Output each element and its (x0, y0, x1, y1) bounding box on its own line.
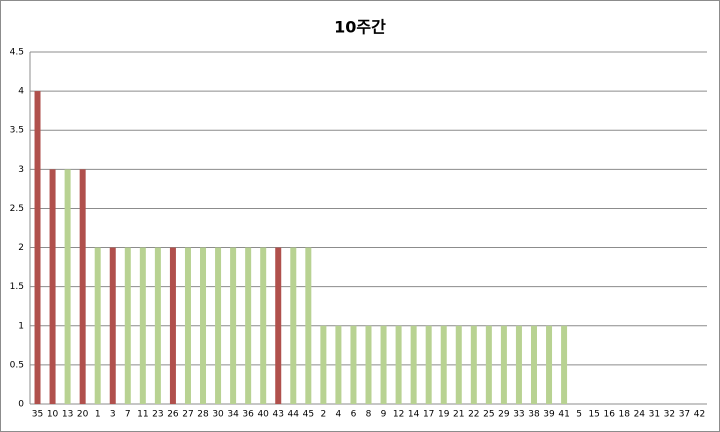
x-tick-label: 2 (320, 410, 326, 420)
y-tick-label: 0.5 (10, 360, 24, 370)
bar (395, 325, 402, 404)
bar (94, 247, 101, 404)
x-tick-label: 24 (634, 410, 646, 420)
x-tick-label: 20 (77, 410, 89, 420)
x-tick-label: 5 (576, 410, 582, 420)
bar (230, 247, 237, 404)
bar (305, 247, 312, 404)
bar (290, 247, 297, 404)
bar (561, 325, 568, 404)
x-tick-label: 38 (528, 410, 540, 420)
x-tick-label: 6 (351, 410, 357, 420)
chart-title: 10주간 (334, 18, 386, 37)
bar (410, 325, 417, 404)
bar (169, 247, 176, 404)
x-tick-label: 27 (182, 410, 193, 420)
x-tick-label: 8 (366, 410, 372, 420)
bar (500, 325, 507, 404)
x-tick-label: 41 (558, 410, 569, 420)
bar (365, 325, 372, 404)
x-tick-label: 15 (588, 410, 599, 420)
x-tick-label: 9 (381, 410, 387, 420)
bar (485, 325, 492, 404)
bar (154, 247, 161, 404)
x-tick-label: 17 (423, 410, 434, 420)
bar (79, 169, 86, 404)
x-tick-label: 34 (227, 410, 239, 420)
x-tick-label: 39 (543, 410, 555, 420)
bar (546, 325, 553, 404)
bar (455, 325, 462, 404)
x-tick-label: 26 (167, 410, 179, 420)
y-tick-label: 4 (18, 87, 24, 97)
bar (275, 247, 282, 404)
x-tick-label: 45 (303, 410, 314, 420)
x-tick-label: 14 (408, 410, 420, 420)
y-tick-label: 2.5 (10, 204, 24, 214)
x-tick-label: 12 (393, 410, 404, 420)
x-tick-label: 4 (336, 410, 342, 420)
bar (530, 325, 537, 404)
bar (440, 325, 447, 404)
x-tick-label: 18 (619, 410, 631, 420)
y-tick-label: 1.5 (10, 282, 24, 292)
x-tick-label: 31 (649, 410, 660, 420)
x-tick-label: 28 (197, 410, 209, 420)
bar (184, 247, 191, 404)
x-tick-label: 33 (513, 410, 524, 420)
x-tick-label: 37 (679, 410, 690, 420)
x-tick-label: 10 (47, 410, 59, 420)
bar (425, 325, 432, 404)
x-tick-label: 11 (137, 410, 148, 420)
bar (245, 247, 252, 404)
y-tick-label: 0 (18, 400, 24, 410)
x-tick-label: 21 (453, 410, 464, 420)
x-tick-label: 43 (273, 410, 284, 420)
bar (49, 169, 56, 404)
x-tick-label: 42 (694, 410, 705, 420)
x-tick-label: 16 (603, 410, 615, 420)
x-tick-label: 25 (483, 410, 494, 420)
x-tick-label: 22 (468, 410, 479, 420)
x-tick-label: 13 (62, 410, 73, 420)
x-tick-label: 19 (438, 410, 450, 420)
y-tick-label: 3 (18, 165, 24, 175)
bar (515, 325, 522, 404)
x-tick-label: 1 (95, 410, 101, 420)
bar (320, 325, 327, 404)
bar (200, 247, 207, 404)
x-tick-label: 36 (242, 410, 254, 420)
bar (335, 325, 342, 404)
bar (109, 247, 116, 404)
x-tick-label: 29 (498, 410, 510, 420)
x-tick-label: 3 (110, 410, 116, 420)
x-tick-label: 44 (288, 410, 300, 420)
x-tick-label: 32 (664, 410, 675, 420)
bar (139, 247, 146, 404)
y-tick-label: 2 (18, 243, 24, 253)
x-tick-label: 30 (212, 410, 224, 420)
y-tick-label: 4.5 (10, 48, 24, 58)
bar (350, 325, 357, 404)
bar (470, 325, 477, 404)
x-tick-label: 23 (152, 410, 163, 420)
x-tick-label: 35 (32, 410, 43, 420)
bar (380, 325, 387, 404)
bar (64, 169, 71, 404)
x-tick-label: 40 (257, 410, 269, 420)
bar (34, 91, 41, 404)
bar (124, 247, 131, 404)
x-tick-label: 7 (125, 410, 131, 420)
y-tick-label: 3.5 (10, 126, 24, 136)
bar (215, 247, 222, 404)
y-tick-label: 1 (18, 321, 24, 331)
bar (260, 247, 267, 404)
